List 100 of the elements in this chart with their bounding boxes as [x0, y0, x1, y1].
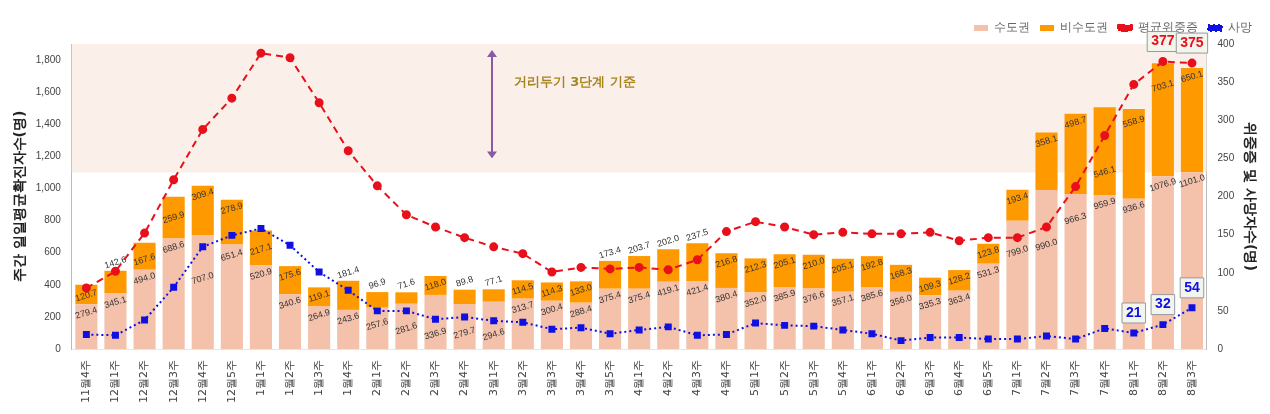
y-tick-label: 1,800: [35, 53, 62, 65]
bar: [744, 258, 767, 293]
point: [140, 228, 150, 238]
data-label: 357.1: [830, 292, 855, 309]
y2-tick-label: 50: [1217, 304, 1230, 316]
data-label: 300.4: [539, 301, 564, 318]
data-label: 707.0: [190, 269, 215, 287]
data-label: 1076.9: [1148, 175, 1178, 194]
data-label: 114.3: [539, 282, 564, 299]
y-tick-label: 1,400: [35, 118, 62, 130]
data-label: 128.2: [946, 270, 972, 287]
y2-tick-label: 150: [1217, 228, 1235, 240]
x-tick-label: 8월2주: [1155, 360, 1169, 396]
data-label: 966.3: [1063, 210, 1088, 227]
bar: [773, 287, 796, 349]
bar: [977, 263, 1000, 349]
data-label: 799.0: [1005, 243, 1030, 260]
point: [490, 317, 498, 325]
data-label: 202.0: [655, 232, 681, 249]
data-label: 173.4: [597, 244, 623, 261]
point: [547, 267, 557, 277]
bar: [366, 292, 389, 308]
data-label: 309.4: [190, 186, 215, 203]
bar: [1151, 63, 1174, 177]
data-label: 279.7: [452, 324, 477, 341]
x-tick-label: 4월1주: [632, 360, 646, 396]
data-label: 936.6: [1121, 199, 1146, 216]
data-label: 21: [1125, 303, 1142, 320]
data-label: 205.1: [830, 259, 855, 276]
data-label: 118.0: [423, 276, 448, 293]
data-label: 313.7: [510, 299, 535, 316]
point: [809, 230, 819, 240]
point: [867, 229, 877, 239]
x-tick-label: 6월5주: [981, 360, 995, 396]
data-label: 96.9: [367, 276, 387, 291]
data-label: 281.6: [394, 320, 419, 337]
point: [198, 124, 208, 134]
x-tick-label: 5월1주: [748, 360, 762, 396]
point: [285, 53, 295, 63]
data-label: 375.4: [626, 289, 652, 306]
data-label: 259.9: [161, 209, 186, 226]
data-label: 123.8: [975, 244, 1001, 261]
point: [314, 98, 324, 108]
data-label: 419.1: [655, 282, 681, 299]
x-tick-label: 8월3주: [1184, 360, 1198, 396]
data-label: 546.1: [1092, 163, 1117, 180]
point: [577, 324, 585, 332]
bar: [1035, 190, 1058, 349]
data-label: 243.6: [335, 310, 361, 327]
data-label: 278.9: [219, 200, 244, 217]
point: [752, 319, 760, 327]
x-tick-label: 6월2주: [893, 360, 907, 396]
y2-tick-label: 350: [1217, 75, 1235, 87]
x-tick-label: 12월4주: [195, 360, 209, 403]
point: [286, 241, 294, 249]
data-label: 120.7: [74, 287, 99, 304]
point: [1129, 79, 1139, 89]
point: [839, 326, 847, 334]
data-label: 192.8: [859, 256, 884, 273]
legend-label: 수도권: [994, 20, 1030, 35]
data-label: 181.4: [335, 264, 361, 281]
y-tick-label: 600: [44, 246, 62, 258]
x-tick-label: 4월3주: [690, 360, 704, 396]
data-label: 89.8: [454, 273, 475, 289]
data-label: 1101.0: [1177, 172, 1207, 190]
data-label: 356.0: [888, 292, 914, 309]
x-tick-label: 12월2주: [137, 360, 151, 403]
point: [606, 330, 614, 338]
x-tick-label: 3월3주: [544, 360, 558, 396]
y-tick-label: 0: [55, 342, 62, 354]
point: [1159, 321, 1167, 329]
data-label: 133.0: [568, 281, 594, 298]
y2-tick-label: 250: [1217, 152, 1235, 164]
y-tick-label: 200: [44, 310, 62, 322]
data-label: 216.8: [714, 253, 739, 270]
data-label: 385.9: [772, 287, 797, 304]
point: [780, 222, 790, 232]
data-label: 651.4: [219, 246, 244, 264]
data-label: 336.9: [423, 325, 448, 342]
point: [721, 227, 731, 237]
y2-tick-label: 200: [1217, 190, 1235, 202]
data-label: 193.4: [1005, 190, 1030, 207]
data-label: 279.4: [74, 304, 99, 321]
x-tick-label: 7월3주: [1068, 360, 1082, 396]
data-label: 703.1: [1150, 77, 1175, 94]
point: [170, 283, 178, 291]
bar: [133, 269, 156, 349]
bar: [104, 293, 127, 349]
data-label: 375: [1180, 33, 1204, 50]
point: [344, 286, 352, 294]
legend-label: 사망: [1228, 20, 1252, 35]
x-tick-label: 1월3주: [311, 360, 325, 396]
data-label: 358.1: [1034, 133, 1059, 150]
bar: [249, 265, 272, 349]
point: [926, 334, 934, 342]
data-label: 340.6: [277, 294, 303, 311]
bar: [1064, 113, 1087, 194]
data-label: 217.1: [248, 240, 274, 258]
point: [983, 233, 993, 243]
point: [1187, 58, 1197, 68]
